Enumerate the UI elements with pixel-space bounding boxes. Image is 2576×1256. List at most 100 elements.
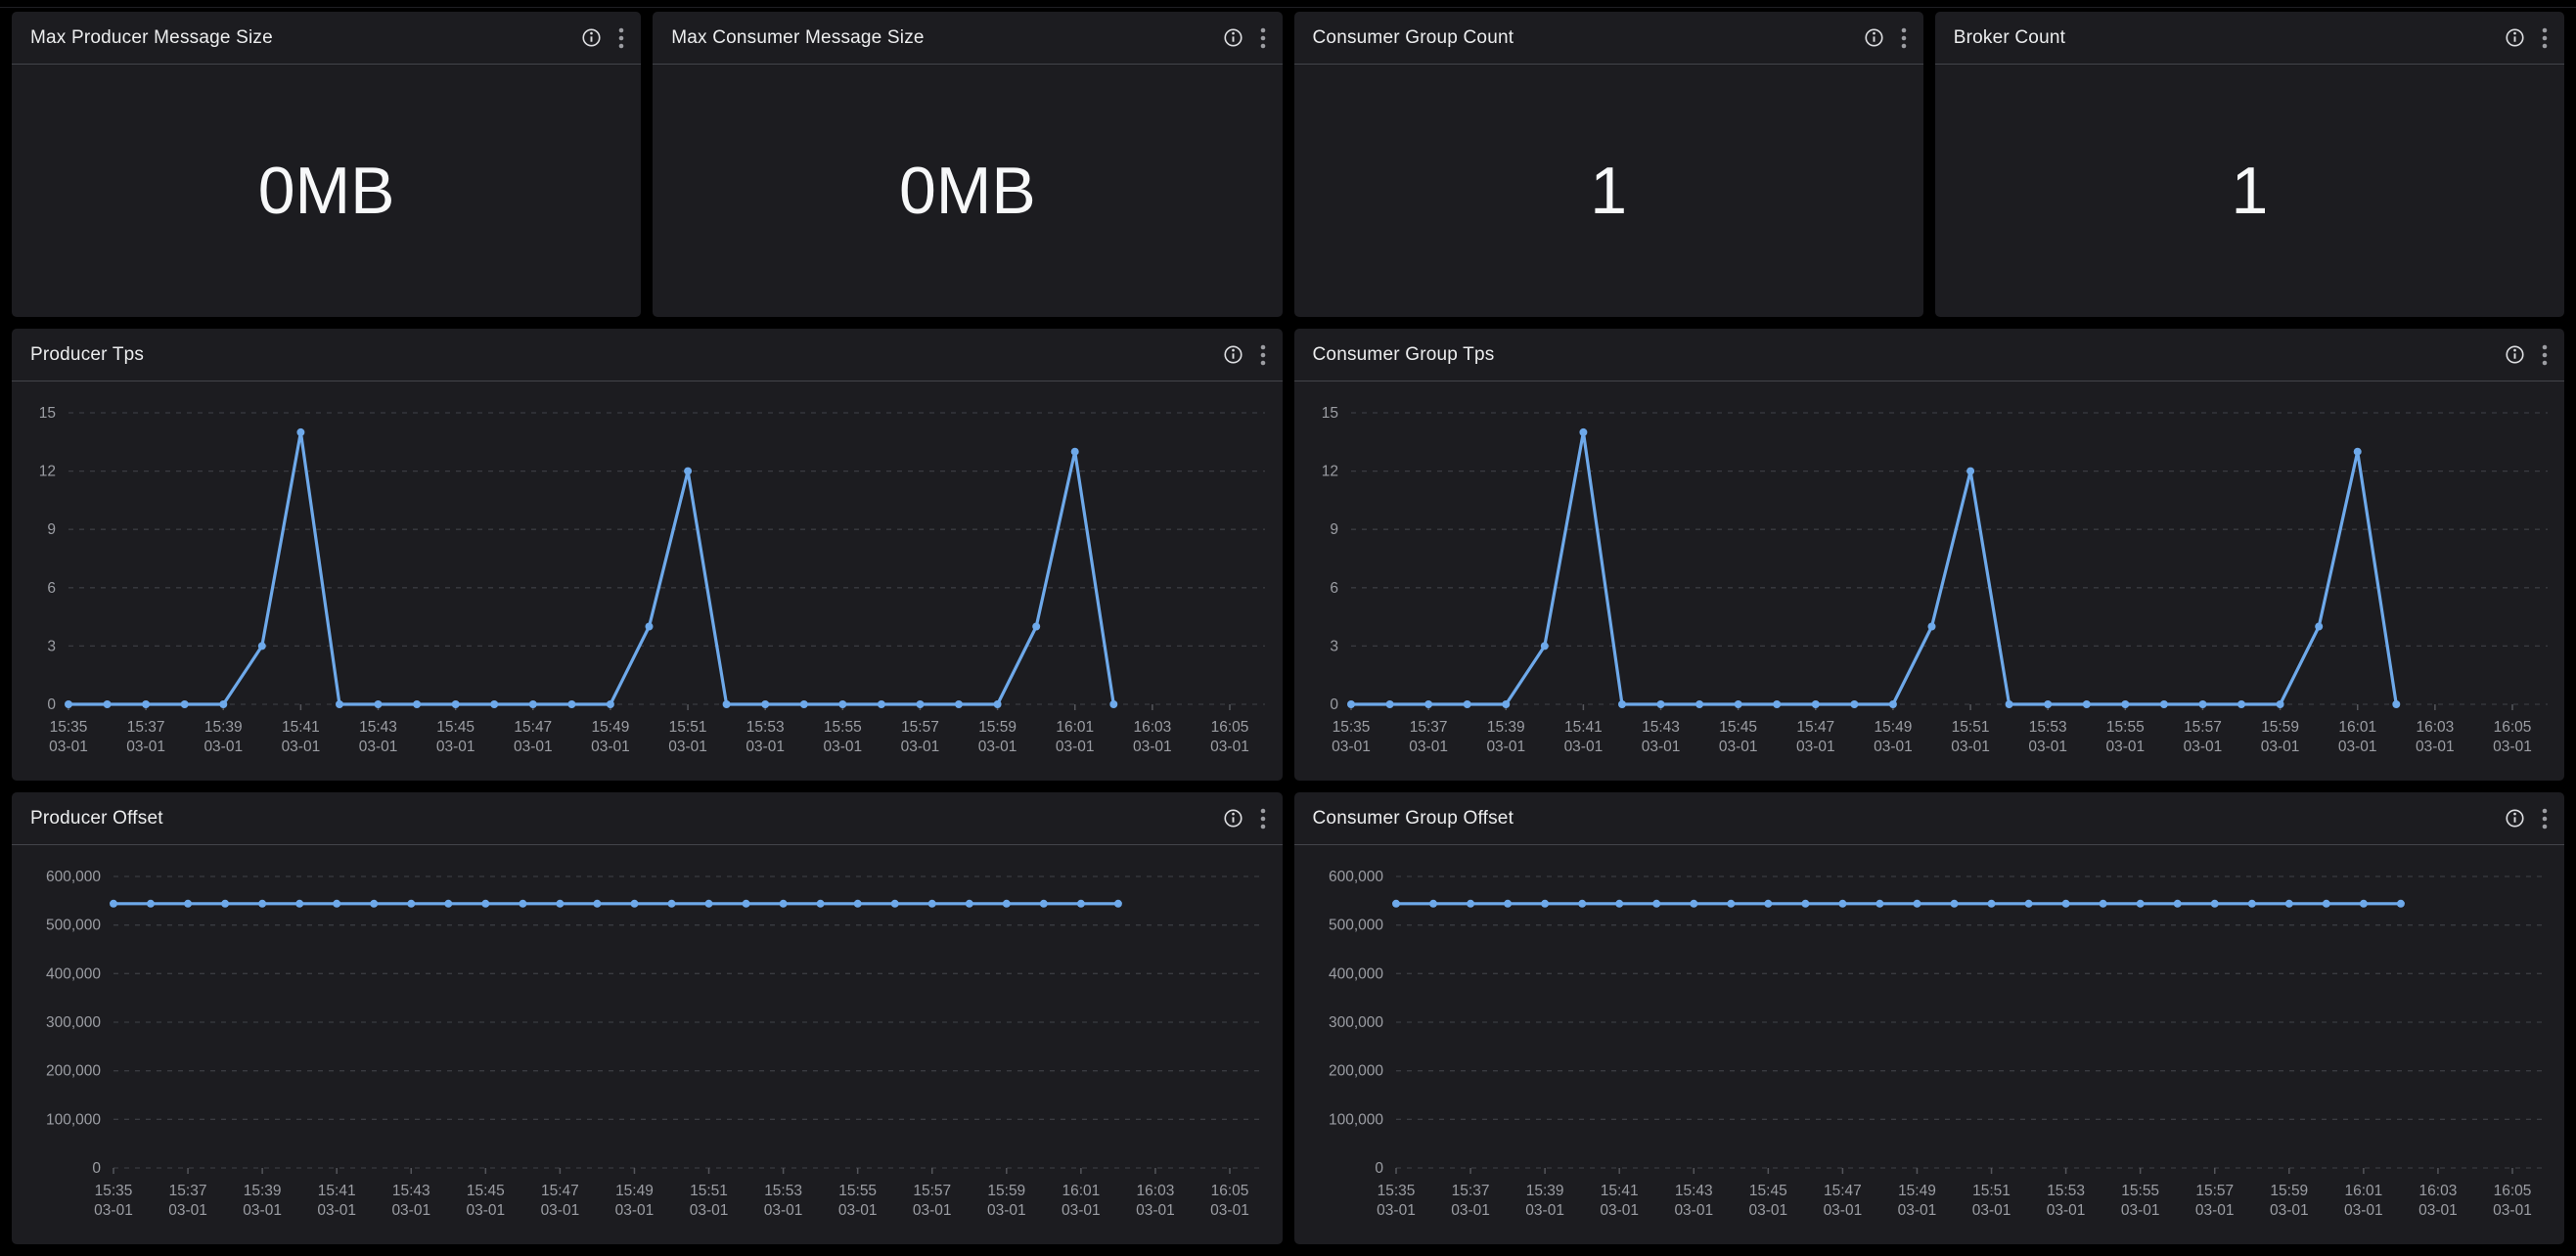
svg-text:15:47: 15:47	[514, 719, 552, 736]
kebab-menu-icon[interactable]	[1259, 343, 1267, 367]
svg-text:15:53: 15:53	[2047, 1183, 2085, 1199]
svg-text:03-01: 03-01	[391, 1202, 430, 1219]
panel-actions	[2504, 807, 2549, 830]
svg-text:15:57: 15:57	[901, 719, 939, 736]
svg-text:15:55: 15:55	[2121, 1183, 2159, 1199]
svg-text:400,000: 400,000	[1328, 965, 1382, 982]
kebab-menu-icon[interactable]	[1900, 26, 1908, 50]
svg-text:03-01: 03-01	[126, 739, 165, 755]
panel-title: Broker Count	[1953, 26, 2066, 48]
info-icon[interactable]	[1222, 807, 1244, 830]
svg-text:03-01: 03-01	[2269, 1202, 2308, 1219]
svg-text:16:03: 16:03	[1133, 719, 1171, 736]
svg-text:100,000: 100,000	[1328, 1111, 1382, 1128]
svg-text:15:39: 15:39	[244, 1183, 282, 1199]
svg-text:500,000: 500,000	[1328, 918, 1382, 934]
info-icon[interactable]	[2504, 343, 2526, 366]
kebab-menu-icon[interactable]	[1259, 807, 1267, 830]
svg-text:3: 3	[47, 638, 56, 654]
svg-text:03-01: 03-01	[2418, 1202, 2458, 1219]
svg-text:15:55: 15:55	[2105, 719, 2144, 736]
svg-text:100,000: 100,000	[46, 1111, 101, 1128]
svg-text:03-01: 03-01	[1136, 1202, 1175, 1219]
svg-text:15:35: 15:35	[1377, 1183, 1415, 1199]
svg-text:15:39: 15:39	[1486, 719, 1524, 736]
stat-body: 0MB	[12, 65, 641, 317]
svg-text:03-01: 03-01	[1409, 739, 1448, 755]
producer-tps-chart[interactable]: 0 3 6 9 12 15 15:35 03-01 15:37 03-01 15:39 03-01 15…	[12, 381, 1283, 781]
svg-text:03-01: 03-01	[1951, 739, 1990, 755]
svg-text:15:57: 15:57	[2184, 719, 2222, 736]
panel-title: Producer Tps	[30, 343, 145, 365]
svg-text:03-01: 03-01	[2105, 739, 2145, 755]
svg-text:03-01: 03-01	[1641, 739, 1680, 755]
consumer-group-tps-chart[interactable]: 0 3 6 9 12 15 15:35 03-01 15:37 03-01 15:39 03-01 15…	[1294, 381, 2565, 781]
svg-text:6: 6	[47, 580, 56, 597]
svg-text:03-01: 03-01	[1486, 739, 1525, 755]
svg-text:15:37: 15:37	[1451, 1183, 1489, 1199]
stat-panels-row: Max Producer Message Size 0MB Max Consum…	[12, 12, 2564, 317]
svg-text:03-01: 03-01	[94, 1202, 133, 1219]
svg-text:15:49: 15:49	[1874, 719, 1912, 736]
svg-text:03-01: 03-01	[2493, 739, 2532, 755]
svg-text:15:51: 15:51	[1972, 1183, 2011, 1199]
producer-offset-chart[interactable]: 0 100,000 200,000 300,000 400,000 500,000 600,…	[12, 845, 1283, 1244]
svg-text:15:53: 15:53	[764, 1183, 802, 1199]
svg-text:03-01: 03-01	[2337, 739, 2376, 755]
info-icon[interactable]	[2504, 26, 2526, 49]
svg-text:15: 15	[39, 405, 56, 422]
svg-text:03-01: 03-01	[317, 1202, 356, 1219]
panel-actions	[1222, 343, 1267, 367]
svg-text:15:59: 15:59	[2270, 1183, 2308, 1199]
svg-text:500,000: 500,000	[46, 918, 101, 934]
kebab-menu-icon[interactable]	[2541, 807, 2549, 830]
svg-text:15:59: 15:59	[2261, 719, 2299, 736]
panel-header: Consumer Group Count	[1293, 12, 1923, 65]
svg-text:15:41: 15:41	[282, 719, 320, 736]
svg-text:16:01: 16:01	[2344, 1183, 2382, 1199]
svg-text:15: 15	[1321, 405, 1337, 422]
info-icon[interactable]	[2504, 807, 2526, 830]
svg-text:03-01: 03-01	[2260, 739, 2299, 755]
svg-text:15:51: 15:51	[690, 1183, 728, 1199]
kebab-menu-icon[interactable]	[1259, 26, 1267, 50]
svg-text:03-01: 03-01	[1133, 739, 1172, 755]
info-icon[interactable]	[1222, 343, 1244, 366]
tps-charts-row: Producer Tps 0 3 6 9 12 15 15:35 03-01 15:37 03-0…	[12, 329, 2564, 781]
kebab-menu-icon[interactable]	[617, 26, 625, 50]
stat-body: 1	[1294, 65, 1923, 317]
svg-text:03-01: 03-01	[1748, 1202, 1787, 1219]
kebab-menu-icon[interactable]	[2541, 343, 2549, 367]
svg-text:03-01: 03-01	[1674, 1202, 1713, 1219]
svg-text:15:47: 15:47	[541, 1183, 579, 1199]
svg-text:15:59: 15:59	[978, 719, 1017, 736]
panel-title: Max Producer Message Size	[30, 26, 273, 48]
panel-broker-count: Broker Count 1	[1934, 12, 2564, 317]
panel-producer-tps: Producer Tps 0 3 6 9 12 15 15:35 03-01 15:37 03-0…	[12, 329, 1283, 781]
panel-header: Consumer Group Tps	[1293, 329, 2564, 381]
svg-text:03-01: 03-01	[359, 739, 398, 755]
svg-text:9: 9	[47, 521, 56, 538]
svg-text:03-01: 03-01	[987, 1202, 1026, 1219]
consumer-group-offset-chart[interactable]: 0 100,000 200,000 300,000 400,000 500,000 600,…	[1294, 845, 2565, 1244]
svg-text:16:03: 16:03	[1137, 1183, 1175, 1199]
svg-text:03-01: 03-01	[514, 739, 553, 755]
svg-text:15:37: 15:37	[169, 1183, 207, 1199]
svg-text:03-01: 03-01	[2028, 739, 2067, 755]
info-icon[interactable]	[1222, 26, 1244, 49]
svg-text:16:05: 16:05	[1211, 1183, 1249, 1199]
svg-text:15:35: 15:35	[1332, 719, 1370, 736]
panel-actions	[1222, 26, 1267, 50]
panel-header: Producer Offset	[12, 792, 1283, 845]
info-icon[interactable]	[1863, 26, 1885, 49]
stat-body: 0MB	[653, 65, 1282, 317]
svg-text:12: 12	[39, 464, 56, 480]
svg-text:03-01: 03-01	[1718, 739, 1757, 755]
svg-text:03-01: 03-01	[1377, 1202, 1416, 1219]
svg-text:200,000: 200,000	[1328, 1063, 1382, 1080]
info-icon[interactable]	[580, 26, 603, 49]
kebab-menu-icon[interactable]	[2541, 26, 2549, 50]
chart-body: 0 3 6 9 12 15 15:35 03-01 15:37 03-01 15:39 03-01 15…	[1294, 381, 2565, 781]
svg-text:15:37: 15:37	[127, 719, 165, 736]
stat-value: 1	[2231, 154, 2269, 228]
